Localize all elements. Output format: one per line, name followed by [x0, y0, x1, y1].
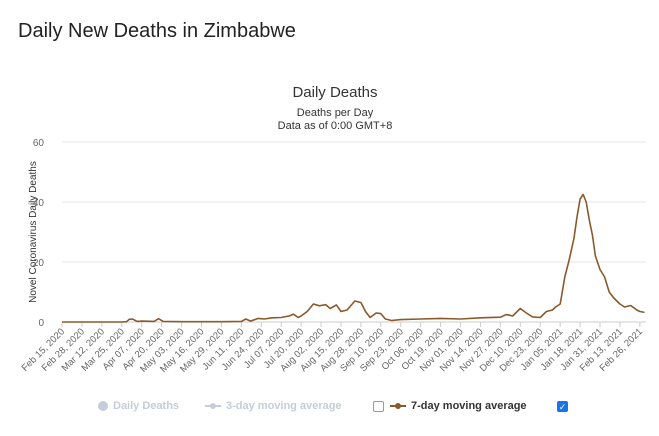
y-axis-label: Novel Coronavirus Daily Deaths — [28, 161, 39, 303]
legend-label-3day-average: 3-day moving average — [226, 400, 342, 412]
chart: Daily Deaths Deaths per Day Data as of 0… — [20, 84, 646, 375]
y-tick-label: 0 — [38, 318, 44, 329]
y-tick-layer: 0 20 40 60 — [33, 138, 45, 329]
legend-label-7day-average: 7-day moving average — [411, 400, 527, 412]
series-line-7day-average — [62, 193, 645, 323]
series-layer — [62, 193, 645, 323]
legend-daily-deaths[interactable]: Daily Deaths — [98, 400, 179, 412]
chart-subtitle: Deaths per Day — [297, 107, 374, 119]
chart-subtitle-date: Data as of 0:00 GMT+8 — [278, 120, 393, 132]
y-tick-label: 20 — [33, 258, 45, 269]
line-marker-icon — [205, 401, 221, 411]
checkbox-3day-average[interactable] — [373, 401, 384, 412]
dot-icon — [98, 401, 108, 411]
y-tick-label: 60 — [33, 138, 45, 149]
grid-layer — [62, 141, 646, 323]
y-tick-label: 40 — [33, 198, 45, 209]
legend-label-daily-deaths: Daily Deaths — [113, 400, 180, 412]
legend: Daily Deaths 3-day moving average 7-day … — [0, 400, 659, 420]
checkbox-7day-average[interactable]: ✓ — [557, 401, 568, 412]
page-title: Daily New Deaths in Zimbabwe — [18, 20, 296, 42]
legend-3day-average[interactable]: 3-day moving average — [205, 400, 342, 412]
chart-title: Daily Deaths — [292, 84, 377, 101]
line-marker-icon — [390, 401, 406, 411]
legend-7day-average[interactable]: 7-day moving average — [390, 400, 527, 412]
